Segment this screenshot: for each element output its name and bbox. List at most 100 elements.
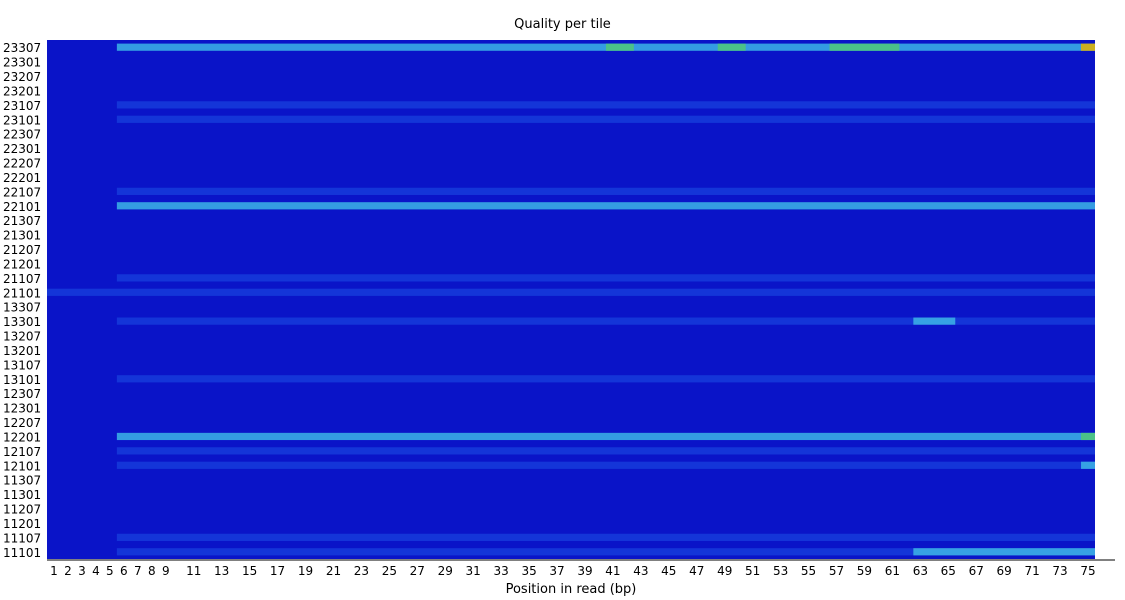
y-tick-label: 22307: [3, 128, 41, 142]
y-tick-label: 12207: [3, 416, 41, 430]
y-tick-label: 11101: [3, 546, 41, 560]
x-tick-label: 75: [1080, 564, 1095, 578]
x-tick-label: 57: [829, 564, 844, 578]
x-tick-label: 19: [298, 564, 313, 578]
x-tick-label: 27: [410, 564, 425, 578]
x-tick-label: 25: [382, 564, 397, 578]
x-tick-label: 21: [326, 564, 341, 578]
y-tick-label: 12107: [3, 445, 41, 459]
plot-background: [47, 40, 1095, 559]
y-tick-label: 12101: [3, 459, 41, 473]
heatmap-cell: [717, 43, 746, 51]
x-tick-label: 59: [857, 564, 872, 578]
heatmap-cell: [116, 202, 1095, 210]
x-tick-label: 47: [689, 564, 704, 578]
x-tick-label: 31: [466, 564, 481, 578]
x-tick-label: 73: [1052, 564, 1067, 578]
heatmap-cell: [116, 317, 1095, 325]
y-tick-label: 11207: [3, 503, 41, 517]
x-tick-label: 6: [120, 564, 128, 578]
y-tick-label: 22301: [3, 142, 41, 156]
x-tick-label: 43: [633, 564, 648, 578]
x-tick-label: 53: [773, 564, 788, 578]
x-tick-label: 8: [148, 564, 156, 578]
y-tick-label: 23107: [3, 99, 41, 113]
x-tick-label: 39: [577, 564, 592, 578]
x-tick-label: 2: [64, 564, 72, 578]
y-tick-label: 23101: [3, 113, 41, 127]
y-tick-label: 13101: [3, 373, 41, 387]
y-tick-label: 13207: [3, 330, 41, 344]
y-tick-label: 22101: [3, 200, 41, 214]
heatmap-cell: [913, 317, 956, 325]
y-tick-label: 11307: [3, 474, 41, 488]
y-tick-label: 23201: [3, 84, 41, 98]
y-tick-label: 23207: [3, 70, 41, 84]
y-tick-label: 21107: [3, 272, 41, 286]
y-tick-label: 23307: [3, 41, 41, 55]
heatmap-cell: [47, 288, 1095, 296]
y-tick-label: 12301: [3, 402, 41, 416]
x-tick-label: 55: [801, 564, 816, 578]
x-tick-label: 65: [941, 564, 956, 578]
x-tick-label: 3: [78, 564, 86, 578]
y-tick-label: 23301: [3, 56, 41, 70]
y-tick-label: 11301: [3, 488, 41, 502]
y-tick-label: 21201: [3, 257, 41, 271]
heatmap-cell: [116, 115, 1095, 123]
x-tick-label: 63: [913, 564, 928, 578]
x-tick-label: 61: [885, 564, 900, 578]
heatmap-cell: [116, 274, 1095, 282]
y-tick-label: 13107: [3, 358, 41, 372]
x-tick-label: 37: [549, 564, 564, 578]
y-tick-label: 12307: [3, 387, 41, 401]
y-tick-label: 21301: [3, 229, 41, 243]
heatmap-cell: [116, 432, 1095, 441]
x-tick-label: 29: [438, 564, 453, 578]
x-tick-label: 33: [493, 564, 508, 578]
heatmap-cell: [913, 548, 1095, 556]
heatmap-cell: [116, 548, 1095, 556]
x-tick-label: 69: [997, 564, 1012, 578]
heatmap-cell: [1081, 432, 1095, 441]
x-tick-label: 1: [50, 564, 58, 578]
x-tick-label: 35: [521, 564, 536, 578]
x-tick-label: 15: [242, 564, 257, 578]
x-axis-label: Position in read (bp): [505, 582, 637, 597]
heatmap-cell: [116, 533, 1095, 541]
y-tick-label: 22107: [3, 185, 41, 199]
chart-title: Quality per tile: [514, 17, 611, 32]
heatmap-cell: [829, 43, 900, 51]
x-tick-label: 13: [214, 564, 229, 578]
x-tick-label: 67: [969, 564, 984, 578]
x-tick-label: 45: [661, 564, 676, 578]
x-tick-label: 7: [134, 564, 142, 578]
heatmap-cell: [1081, 461, 1095, 469]
heatmap-cell: [116, 461, 1095, 469]
heatmap-cell: [116, 375, 1095, 383]
x-tick-label: 41: [605, 564, 620, 578]
y-tick-label: 13201: [3, 344, 41, 358]
y-tick-label: 12201: [3, 430, 41, 444]
y-tick-label: 11201: [3, 517, 41, 531]
x-tick-label: 4: [92, 564, 100, 578]
heatmap-cell: [605, 43, 634, 51]
heatmap-cell: [116, 101, 1095, 109]
x-tick-labels: 1 2 3 4 5 6 7 8 9 11 13 15 17 19 21 23 25 27 29 31 33 35 37 39 4…: [50, 564, 1095, 578]
x-tick-label: 71: [1024, 564, 1039, 578]
y-tick-label: 21307: [3, 214, 41, 228]
x-tick-label: 5: [106, 564, 114, 578]
y-tick-label: 21207: [3, 243, 41, 257]
y-tick-label: 13307: [3, 301, 41, 315]
y-tick-label: 13301: [3, 315, 41, 329]
y-tick-label: 11107: [3, 531, 41, 545]
x-tick-label: 11: [186, 564, 201, 578]
heatmap-cell: [1081, 43, 1095, 51]
y-tick-label: 22201: [3, 171, 41, 185]
x-tick-label: 51: [745, 564, 760, 578]
heatmap-cell: [116, 187, 1095, 195]
y-tick-label: 22207: [3, 157, 41, 171]
y-tick-labels: 2330723301232072320123107231012230722301…: [3, 41, 41, 560]
x-tick-label: 23: [354, 564, 369, 578]
